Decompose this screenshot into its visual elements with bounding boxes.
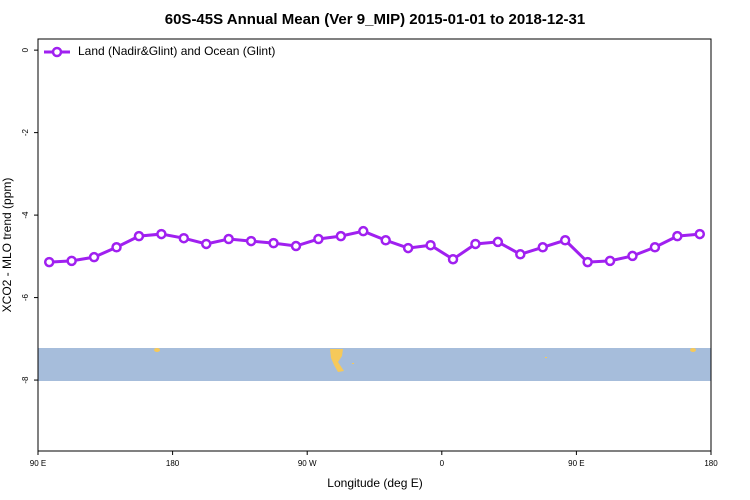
x-tick-label: 90 W: [298, 459, 317, 468]
data-point: [672, 230, 683, 242]
data-point: [43, 256, 55, 268]
data-point: [223, 233, 234, 245]
data-point: [627, 250, 638, 262]
y-tick-label: -8: [21, 376, 30, 384]
ocean-band: [38, 348, 711, 381]
y-tick-label: 0: [21, 47, 30, 52]
data-point: [268, 237, 279, 249]
data-point: [111, 242, 122, 253]
data-point: [649, 242, 661, 253]
data-point: [156, 228, 167, 240]
data-point: [447, 253, 459, 265]
data-point: [492, 236, 504, 248]
x-tick-label: 90 E: [30, 459, 46, 468]
legend-label: Land (Nadir&Glint) and Ocean (Glint): [78, 44, 275, 58]
data-point: [380, 235, 391, 246]
y-tick-label: -6: [21, 293, 30, 301]
data-point: [313, 233, 324, 245]
data-point: [133, 230, 145, 242]
map-band: [38, 348, 711, 381]
data-point: [290, 240, 302, 252]
data-point: [178, 232, 190, 244]
land: [154, 348, 160, 352]
data-point: [559, 235, 571, 246]
data-point: [582, 256, 593, 268]
data-point: [201, 238, 212, 250]
data-point: [358, 225, 369, 237]
x-axis-label: Longitude (deg E): [327, 476, 422, 490]
land: [690, 348, 696, 352]
data-point: [694, 228, 706, 240]
land: [352, 363, 354, 364]
x-tick-label: 180: [704, 459, 718, 468]
data-point: [425, 239, 436, 251]
data-point: [515, 249, 526, 260]
x-tick-label: 180: [166, 459, 180, 468]
data-point: [245, 235, 257, 247]
data-point: [88, 251, 100, 263]
y-tick-label: -2: [21, 129, 30, 137]
x-tick-label: 0: [440, 459, 445, 468]
data-point: [335, 230, 347, 242]
data-point: [537, 242, 548, 253]
legend-marker: [51, 46, 63, 58]
x-tick-label: 90 E: [568, 459, 584, 468]
data-point: [66, 255, 77, 267]
plot-frame: [37, 38, 712, 452]
y-axis-label: XCO2 - MLO trend (ppm): [0, 178, 14, 313]
land: [330, 349, 344, 372]
series-line: [49, 229, 700, 264]
land: [545, 357, 547, 358]
chart-title: 60S-45S Annual Mean (Ver 9_MIP) 2015-01-…: [165, 11, 585, 28]
data-point: [402, 242, 414, 254]
data-point: [604, 255, 616, 267]
y-tick-label: -4: [21, 211, 30, 219]
data-point: [470, 238, 481, 250]
